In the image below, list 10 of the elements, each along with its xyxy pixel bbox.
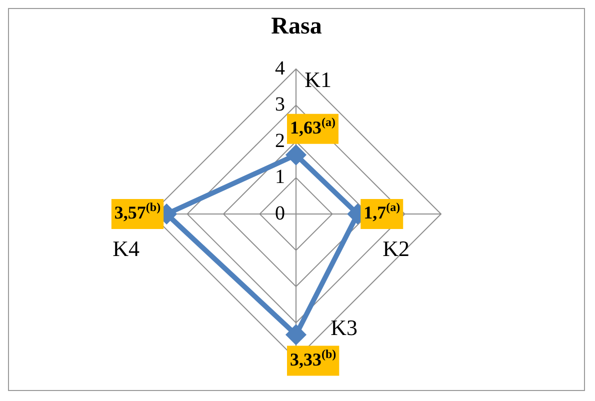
spoke-label: K4 xyxy=(112,236,140,261)
y-tick-label: 1 xyxy=(275,166,285,188)
spoke-label: K3 xyxy=(330,314,358,340)
y-tick-label: 0 xyxy=(275,202,285,224)
y-tick-label: 2 xyxy=(275,130,285,152)
y-tick-label: 4 xyxy=(275,57,285,80)
chart-title: Rasa xyxy=(271,14,322,40)
y-tick-label: 3 xyxy=(275,94,285,116)
spoke-label: K2 xyxy=(382,236,410,261)
spoke-label: K1 xyxy=(304,66,332,92)
